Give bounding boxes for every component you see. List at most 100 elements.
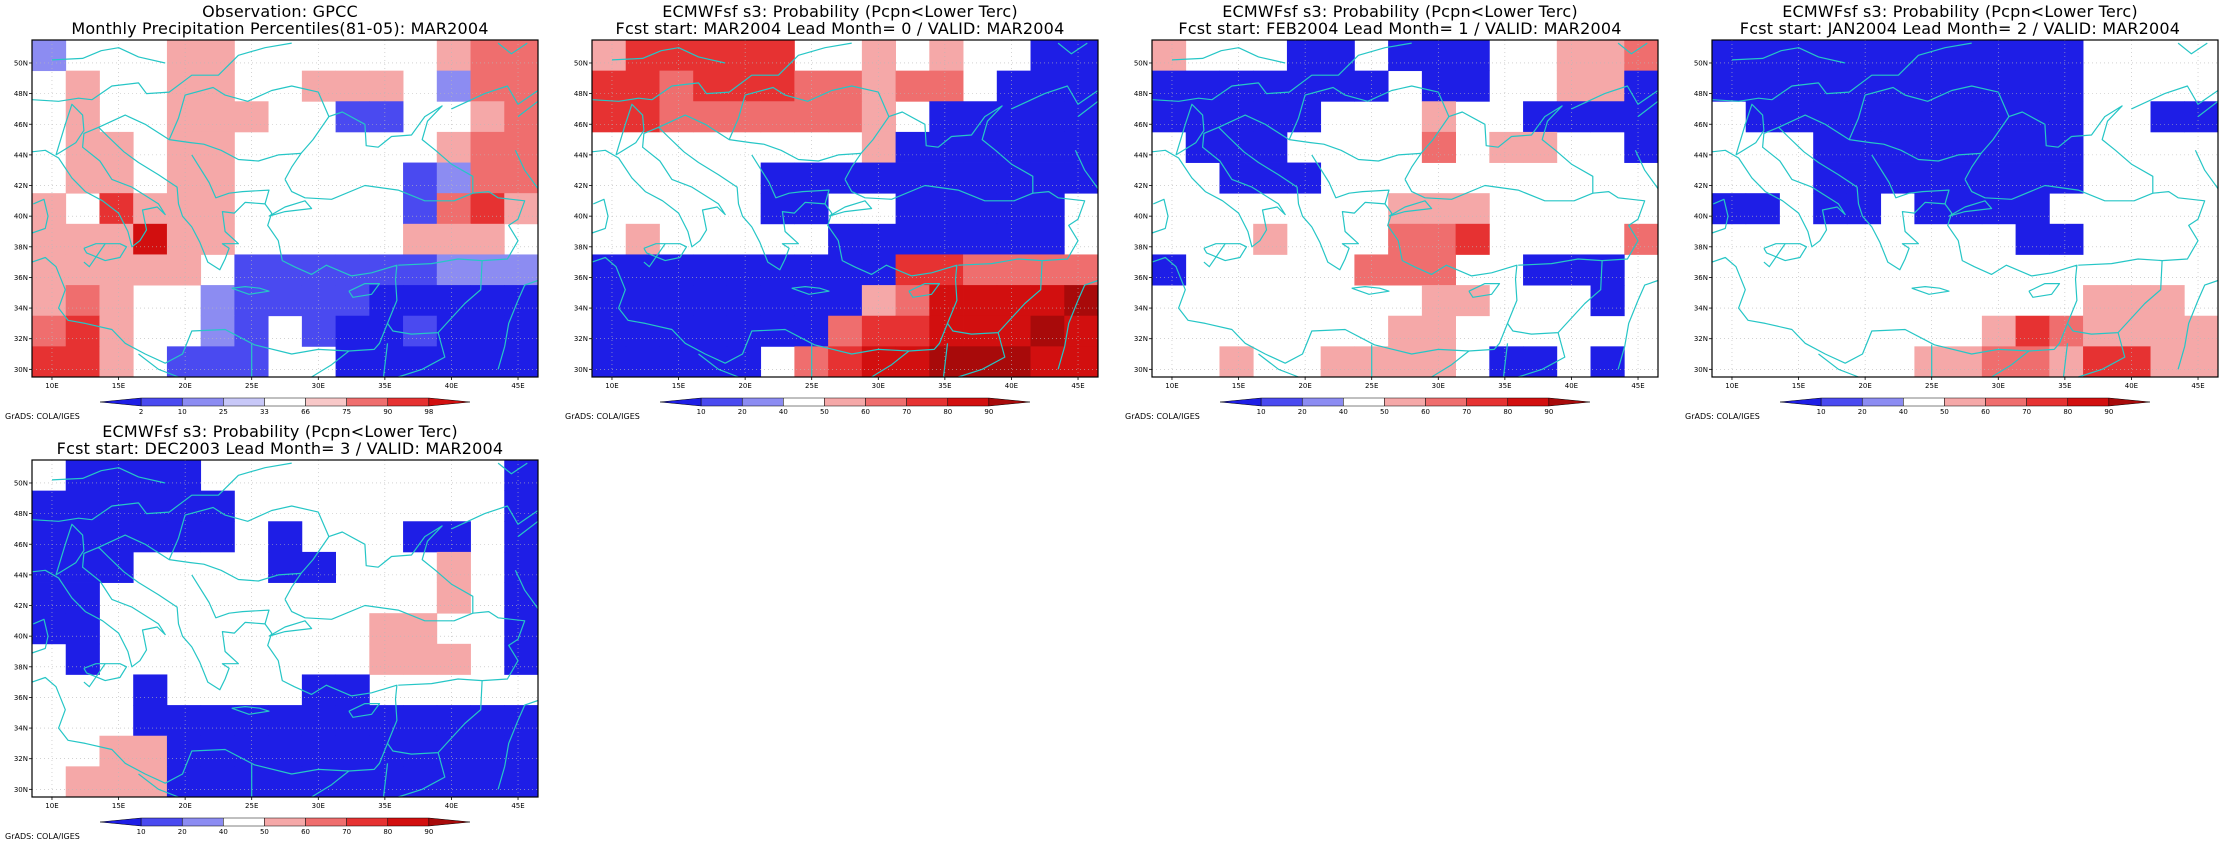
grid-cell	[963, 315, 998, 347]
grid-cell	[403, 735, 438, 767]
grid-cell	[1712, 193, 1747, 225]
grid-cell	[335, 285, 370, 317]
coastline	[942, 343, 949, 378]
lat-tick-label: 38N	[14, 243, 28, 251]
colorbar: 10 20 40 50 60 70 80 90	[659, 397, 1031, 416]
colorbar-label: 40	[1899, 408, 1908, 416]
coastline	[31, 198, 49, 234]
colorbar-swatch	[305, 817, 347, 827]
grid-cell	[659, 285, 694, 317]
grid-cell	[1813, 162, 1848, 194]
colorbar-swatch	[1343, 397, 1385, 407]
lon-tick-label: 20E	[178, 802, 191, 810]
coastline	[1074, 150, 1099, 189]
grid-cell	[268, 705, 303, 737]
lon-tick-label: 10E	[45, 382, 58, 390]
grid-cell	[99, 285, 134, 317]
grid-cell	[166, 162, 202, 194]
grid-cell	[963, 254, 998, 286]
colorbar-label: 50	[1380, 408, 1389, 416]
grid-cell	[65, 766, 100, 798]
grid-cell	[200, 521, 235, 553]
grid-cell	[1152, 40, 1187, 72]
precip-grid	[592, 40, 1099, 378]
lat-tick-label: 50N	[574, 59, 588, 67]
grid-cell	[166, 40, 202, 72]
grid-cell	[403, 643, 438, 675]
lat-tick-label: 34N	[574, 305, 588, 313]
grid-cell	[1286, 40, 1322, 72]
lat-tick-label: 32N	[1694, 335, 1708, 343]
grid-cell	[760, 101, 795, 133]
coastline	[497, 42, 528, 55]
grid-cell	[1253, 70, 1288, 102]
coastline	[1468, 283, 1501, 298]
lat-tick-label: 48N	[1694, 90, 1708, 98]
grid-cell	[760, 254, 795, 286]
grid-cell	[592, 315, 627, 347]
lon-tick-label: 30E	[312, 802, 325, 810]
grid-cell	[1388, 223, 1423, 255]
coastline	[168, 85, 330, 140]
grid-cell	[436, 582, 471, 614]
colorbar-label: 90	[424, 828, 433, 836]
graticule	[1712, 40, 2218, 377]
grid-cell	[133, 254, 168, 286]
lon-tick-label: 10E	[605, 382, 618, 390]
grid-cell	[166, 460, 202, 492]
grid-cell	[1948, 346, 1983, 378]
coastline	[231, 706, 270, 715]
colorbar-label: 50	[1940, 408, 1949, 416]
colorbar-label: 20	[738, 408, 747, 416]
grid-cell	[592, 70, 627, 102]
coastline	[31, 126, 398, 364]
lon-tick-label: 40E	[1005, 382, 1018, 390]
colorbar-label: 33	[260, 408, 269, 416]
colorbar-swatch	[1219, 397, 1262, 407]
grid-cell	[592, 101, 627, 133]
grid-cell	[301, 70, 336, 102]
colorbar-swatch	[346, 397, 389, 407]
colorbar-swatch	[99, 397, 142, 407]
coastline	[1964, 105, 2154, 202]
grid-cell	[828, 223, 863, 255]
map-frame	[1151, 39, 1659, 378]
coastline	[191, 154, 270, 205]
colorbar-swatch	[140, 817, 183, 827]
grid-cell	[2015, 40, 2050, 72]
lat-tick-label: 40N	[574, 213, 588, 221]
colorbar-swatch	[264, 397, 306, 407]
coastline	[168, 505, 330, 560]
coastline	[1637, 100, 1659, 118]
coastline	[615, 103, 645, 156]
grid-cell	[65, 346, 100, 378]
lon-tick-label: 15E	[112, 382, 125, 390]
grid-cell	[2049, 101, 2084, 133]
colorbar-swatch	[2026, 397, 2069, 407]
lon-tick-label: 45E	[1631, 382, 1644, 390]
lat-tick-label: 34N	[14, 305, 28, 313]
coastline	[2177, 42, 2208, 55]
grid-cell	[2116, 285, 2151, 317]
grid-cell	[268, 254, 303, 286]
grid-cell	[403, 705, 438, 737]
grid-cell	[1388, 315, 1423, 347]
grid-cell	[592, 254, 627, 286]
grid-cell	[436, 40, 471, 72]
coastline	[517, 520, 539, 538]
grid-cell	[436, 643, 471, 675]
precip-grid	[1712, 40, 2219, 378]
grid-cell	[659, 40, 694, 72]
grid-cell	[693, 285, 728, 317]
colorbar-swatch	[947, 397, 990, 407]
grid-cell	[996, 346, 1031, 378]
grid-cell	[1421, 223, 1456, 255]
coastline	[514, 570, 539, 609]
grid-cell	[625, 70, 660, 102]
colorbar-swatch	[428, 817, 471, 827]
grid-cell	[1590, 101, 1625, 133]
grid-cell	[301, 285, 336, 317]
coastline	[1258, 353, 1299, 378]
grid-cell	[1064, 254, 1099, 286]
grid-cell	[861, 223, 896, 255]
